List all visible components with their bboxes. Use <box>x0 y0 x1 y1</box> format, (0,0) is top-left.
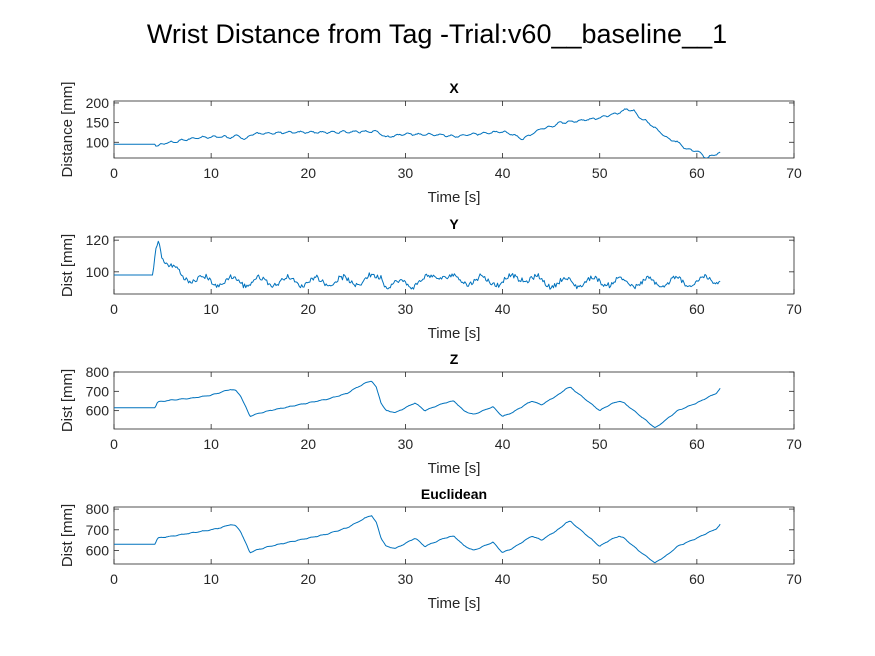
subplot-1: 0 10 20 30 40 50 60 70 100 120 Y Time [s] Dist [mm] <box>59 216 802 342</box>
x-tick-label: 0 <box>110 165 118 181</box>
x-tick-label: 30 <box>398 165 414 181</box>
y-tick-label: 120 <box>86 232 110 248</box>
x-tick-label: 10 <box>203 571 219 587</box>
series-line <box>114 515 721 564</box>
y-axis-label: Dist [mm] <box>59 504 76 567</box>
x-axis-label: Time [s] <box>428 325 481 342</box>
x-tick-label: 50 <box>592 165 608 181</box>
y-axis-label: Dist [mm] <box>59 234 76 297</box>
y-tick-label: 700 <box>86 383 110 399</box>
x-tick-label: 30 <box>398 436 414 452</box>
subplot-title: Euclidean <box>421 486 487 502</box>
subplot-0: 0 10 20 30 40 50 60 70 100 150 200 X Time [s] Distanc… <box>59 80 802 206</box>
x-tick-label: 40 <box>495 436 511 452</box>
plot-area <box>113 236 795 295</box>
series-line <box>114 108 721 158</box>
x-tick-label: 70 <box>786 301 802 317</box>
x-tick-label: 30 <box>398 301 414 317</box>
x-tick-label: 30 <box>398 571 414 587</box>
x-tick-label: 40 <box>495 301 511 317</box>
x-tick-label: 0 <box>110 301 118 317</box>
x-tick-label: 10 <box>203 165 219 181</box>
x-tick-label: 40 <box>495 165 511 181</box>
x-tick-label: 60 <box>689 165 705 181</box>
figure-title: Wrist Distance from Tag -Trial:v60__base… <box>147 19 727 49</box>
subplot-title: Z <box>450 351 459 367</box>
y-tick-label: 800 <box>86 364 110 380</box>
y-tick-label: 100 <box>86 134 110 150</box>
plot-area <box>113 100 795 159</box>
x-tick-label: 20 <box>300 571 316 587</box>
x-tick-label: 70 <box>786 165 802 181</box>
subplot-title: Y <box>449 216 459 232</box>
x-axis-label: Time [s] <box>428 460 481 477</box>
y-tick-label: 800 <box>86 501 110 517</box>
x-tick-label: 20 <box>300 165 316 181</box>
plot-area <box>113 371 795 430</box>
series-line <box>114 240 721 290</box>
x-tick-label: 20 <box>300 436 316 452</box>
subplot-2: 0 10 20 30 40 50 60 70 600 700 800 Z Time [s] Dist [m… <box>59 351 802 477</box>
x-axis-label: Time [s] <box>428 595 481 612</box>
y-tick-label: 600 <box>86 543 110 559</box>
x-tick-label: 70 <box>786 571 802 587</box>
x-tick-label: 60 <box>689 436 705 452</box>
x-tick-label: 50 <box>592 436 608 452</box>
x-tick-label: 40 <box>495 571 511 587</box>
y-tick-label: 600 <box>86 403 110 419</box>
x-tick-label: 20 <box>300 301 316 317</box>
y-tick-label: 100 <box>86 264 110 280</box>
x-tick-label: 0 <box>110 571 118 587</box>
subplot-title: X <box>449 80 459 96</box>
plot-area <box>113 506 795 565</box>
subplot-3: 0 10 20 30 40 50 60 70 600 700 800 Euclidean Time [s… <box>59 486 802 612</box>
x-tick-label: 50 <box>592 571 608 587</box>
y-axis-label: Distance [mm] <box>59 82 76 178</box>
x-tick-label: 60 <box>689 571 705 587</box>
x-tick-label: 0 <box>110 436 118 452</box>
series-line <box>114 380 721 429</box>
x-tick-label: 10 <box>203 436 219 452</box>
x-tick-label: 60 <box>689 301 705 317</box>
y-tick-label: 200 <box>86 95 110 111</box>
x-tick-label: 10 <box>203 301 219 317</box>
x-tick-label: 50 <box>592 301 608 317</box>
y-axis-label: Dist [mm] <box>59 369 76 432</box>
y-tick-label: 700 <box>86 522 110 538</box>
x-axis-label: Time [s] <box>428 189 481 206</box>
x-tick-label: 70 <box>786 436 802 452</box>
y-tick-label: 150 <box>86 115 110 131</box>
